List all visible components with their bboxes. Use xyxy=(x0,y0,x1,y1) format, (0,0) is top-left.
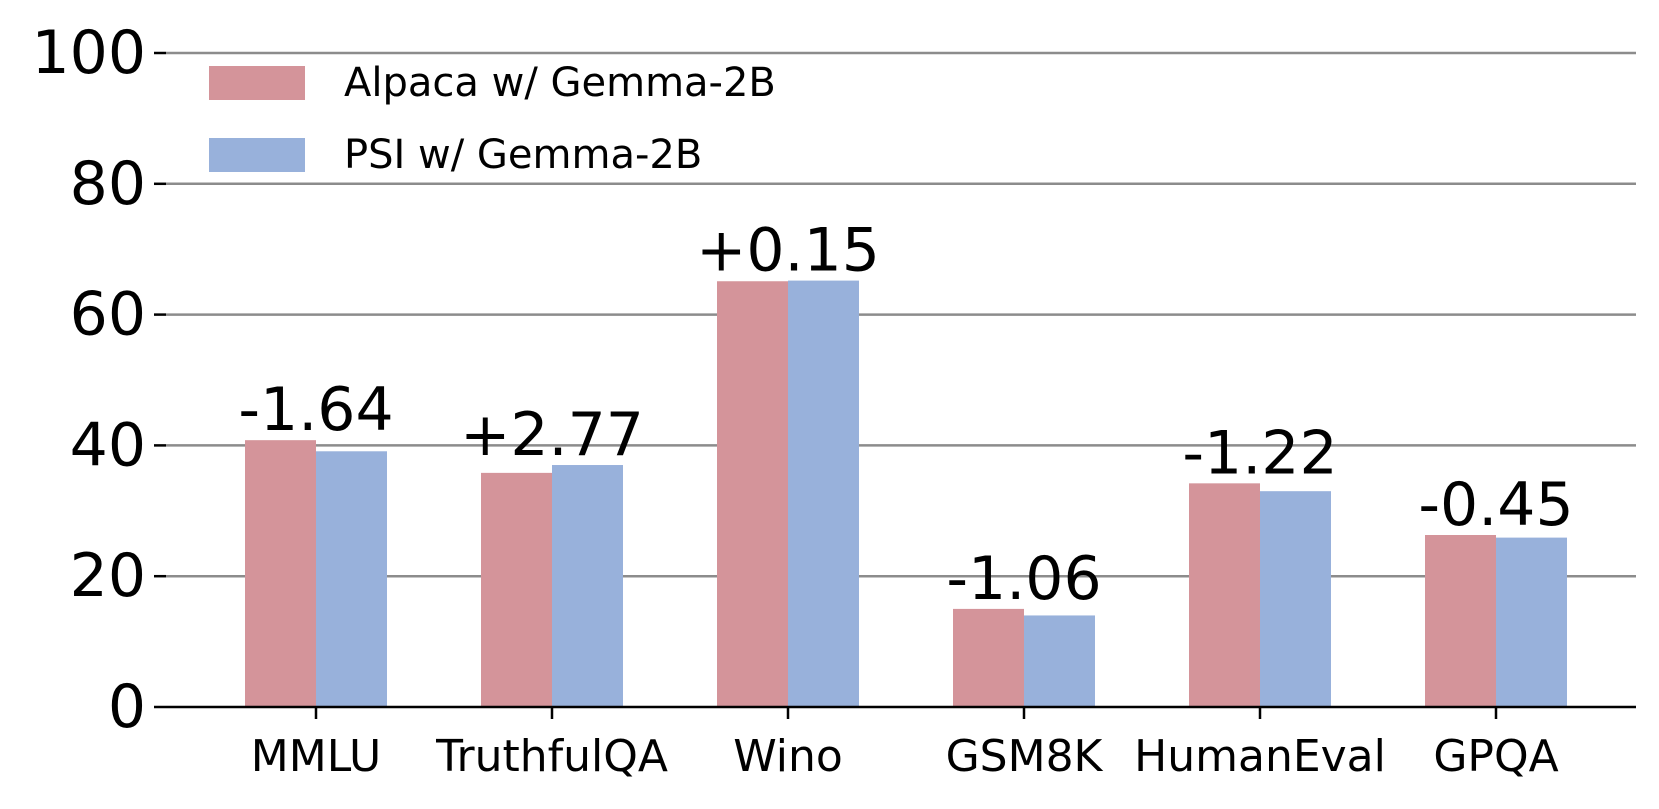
y-tick-label: 100 xyxy=(31,18,146,88)
y-axis: 0 20 40 60 80 100 xyxy=(31,18,166,742)
x-tick-label: GPQA xyxy=(1433,731,1558,782)
delta-label: +0.15 xyxy=(696,216,880,286)
legend-label: PSI w/ Gemma-2B xyxy=(344,132,702,178)
bar-psi-mmlu xyxy=(316,451,387,707)
bars xyxy=(245,280,1567,707)
grid-lines xyxy=(166,51,1636,578)
delta-label: -1.22 xyxy=(1182,418,1337,488)
delta-label: -0.45 xyxy=(1418,470,1573,540)
y-tick-label: 0 xyxy=(108,672,146,742)
bar-psi-humaneval xyxy=(1260,491,1331,707)
bar-psi-gpqa xyxy=(1496,537,1567,707)
bar-psi-truthfulqa xyxy=(552,465,623,707)
delta-label: -1.06 xyxy=(946,544,1101,614)
delta-label: -1.64 xyxy=(238,375,393,445)
delta-label: +2.77 xyxy=(460,400,644,470)
y-tick-label: 60 xyxy=(70,280,146,350)
x-tick-label: MMLU xyxy=(251,731,381,782)
delta-annotations: -1.64 +2.77 +0.15 -1.06 -1.22 -0.45 xyxy=(238,216,1573,614)
bar-psi-gsm8k xyxy=(1024,615,1095,707)
x-tick-label: TruthfulQA xyxy=(435,731,668,782)
y-tick-label: 80 xyxy=(70,149,146,219)
bar-alpaca-humaneval xyxy=(1189,483,1260,707)
bar-alpaca-wino xyxy=(717,281,788,707)
legend-swatch xyxy=(209,138,305,172)
bar-alpaca-gpqa xyxy=(1425,534,1496,707)
y-tick-label: 40 xyxy=(70,410,146,480)
y-tick-label: 20 xyxy=(70,541,146,611)
bar-psi-wino xyxy=(788,280,859,707)
bar-alpaca-gsm8k xyxy=(953,608,1024,707)
bar-alpaca-truthfulqa xyxy=(481,472,552,707)
legend-swatch xyxy=(209,66,305,100)
x-tick-label: Wino xyxy=(733,731,843,782)
legend: Alpaca w/ Gemma-2B PSI w/ Gemma-2B xyxy=(209,60,776,178)
x-axis: MMLU TruthfulQA Wino GSM8K HumanEval GPQA xyxy=(251,707,1559,782)
legend-label: Alpaca w/ Gemma-2B xyxy=(344,60,776,106)
bar-alpaca-mmlu xyxy=(245,440,316,707)
x-tick-label: GSM8K xyxy=(946,731,1104,782)
x-tick-label: HumanEval xyxy=(1134,731,1386,782)
